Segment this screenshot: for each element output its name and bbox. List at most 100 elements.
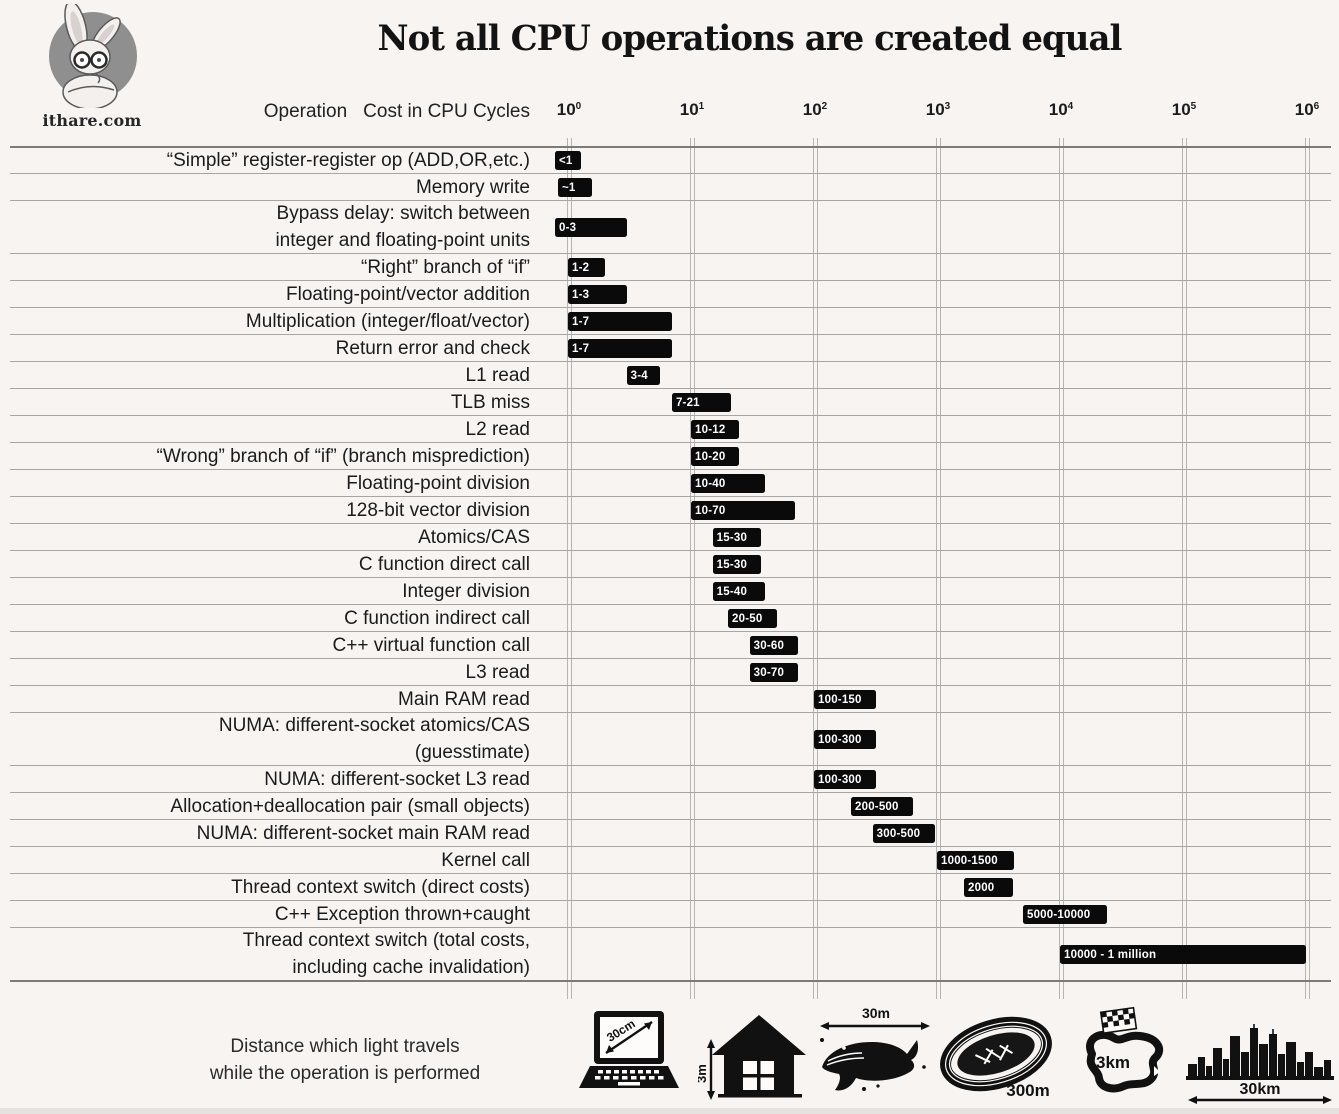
row-separator bbox=[10, 792, 1331, 793]
stadium-size-label: 300m bbox=[1006, 1081, 1049, 1100]
cost-bar: 100-300 bbox=[814, 770, 877, 789]
bottom-edge-strip bbox=[0, 1108, 1339, 1114]
cost-column-header: Cost in CPU Cycles bbox=[363, 101, 530, 122]
operation-label: “Right” branch of “if” bbox=[361, 254, 530, 281]
operation-label-line: Allocation+deallocation pair (small obje… bbox=[170, 796, 530, 817]
operation-label-line: 128-bit vector division bbox=[346, 500, 530, 521]
stadium-track-icon: 300m bbox=[936, 1016, 1064, 1100]
row-separator bbox=[10, 765, 1331, 766]
cost-bar: ~1 bbox=[558, 178, 593, 197]
operation-label-line: Return error and check bbox=[335, 338, 530, 359]
operation-label-line: Kernel call bbox=[441, 850, 530, 871]
cost-bar: 0-3 bbox=[555, 218, 627, 237]
axis-tick-exponent: 5 bbox=[1190, 101, 1197, 112]
operation-label: C++ virtual function call bbox=[333, 632, 531, 659]
operation-label: L2 read bbox=[466, 416, 530, 443]
cost-bar: 10-12 bbox=[691, 420, 739, 439]
axis-tick-exponent: 3 bbox=[944, 101, 951, 112]
axis-tick-exponent: 0 bbox=[575, 101, 582, 112]
laptop-icon: 30cm bbox=[576, 1008, 680, 1102]
cost-bar: 1-2 bbox=[568, 258, 606, 277]
operation-label: Allocation+deallocation pair (small obje… bbox=[170, 793, 530, 820]
cost-bar: 10-40 bbox=[691, 474, 766, 493]
operation-label: C++ Exception thrown+caught bbox=[275, 901, 530, 928]
city-skyline-icon: 30km bbox=[1186, 1024, 1334, 1104]
cost-bar: 10000 - 1 million bbox=[1060, 945, 1306, 964]
operation-label: Thread context switch (total costs, inclu… bbox=[243, 928, 530, 981]
axis-tick-label: 104 bbox=[1048, 100, 1074, 119]
row-separator bbox=[10, 846, 1331, 847]
operation-label-line: Multiplication (integer/float/vector) bbox=[245, 311, 530, 332]
row-separator bbox=[10, 200, 1331, 201]
cost-bar: 5000-10000 bbox=[1022, 905, 1107, 924]
operation-label-line: L1 read bbox=[465, 365, 530, 386]
cost-bar: 30-60 bbox=[749, 636, 798, 655]
cost-bar: 300-500 bbox=[872, 824, 936, 843]
row-separator bbox=[10, 388, 1331, 389]
operation-label: Memory write bbox=[416, 174, 530, 201]
decade-gridline bbox=[1304, 138, 1310, 999]
row-separator bbox=[10, 361, 1331, 362]
row-separator bbox=[10, 442, 1331, 443]
axis-tick-label: 102 bbox=[802, 100, 828, 119]
race-size-label: 3km bbox=[1096, 1053, 1130, 1072]
operation-label-line: NUMA: different-socket main RAM read bbox=[196, 823, 530, 844]
cost-bar: 1-7 bbox=[568, 312, 672, 331]
row-separator bbox=[10, 712, 1331, 713]
operation-label: TLB miss bbox=[451, 389, 530, 416]
row-separator bbox=[10, 927, 1331, 928]
operation-label: L3 read bbox=[466, 659, 530, 686]
rabbit-logo-icon bbox=[49, 0, 137, 110]
axis-tick-label: 100 bbox=[556, 100, 582, 119]
operation-label-line: Floating-point division bbox=[346, 473, 530, 494]
row-separator bbox=[10, 334, 1331, 335]
operation-label: Floating-point division bbox=[346, 470, 530, 497]
operation-label-line: Main RAM read bbox=[398, 689, 530, 710]
operation-label-line: Bypass delay: switch between bbox=[276, 203, 530, 224]
operation-column-header: Operation bbox=[263, 101, 348, 122]
row-separator bbox=[10, 658, 1331, 659]
operation-label-line: Atomics/CAS bbox=[418, 527, 530, 548]
row-separator bbox=[10, 577, 1331, 578]
cost-bar: 1-3 bbox=[568, 285, 627, 304]
whale-icon: 30m bbox=[814, 1007, 936, 1101]
whale-size-label: 30m bbox=[862, 1007, 890, 1021]
row-separator bbox=[10, 496, 1331, 497]
operation-label: “Simple” register-register op (ADD,OR,et… bbox=[167, 147, 530, 174]
house-icon: 3m bbox=[698, 1013, 812, 1101]
row-separator bbox=[10, 550, 1331, 551]
row-separator bbox=[10, 415, 1331, 416]
cost-bar: <1 bbox=[555, 151, 582, 170]
operation-label-line: Thread context switch (total costs, bbox=[242, 930, 530, 951]
footer-caption-line1: Distance which light travels bbox=[230, 1036, 460, 1057]
cost-bar: 2000 bbox=[964, 878, 1013, 897]
plot-bottom-border bbox=[10, 980, 1331, 982]
decade-gridline bbox=[1181, 138, 1187, 999]
operation-label: Main RAM read bbox=[398, 686, 530, 713]
operation-label: Multiplication (integer/float/vector) bbox=[246, 308, 530, 335]
operation-label: NUMA: different-socket main RAM read bbox=[197, 820, 530, 847]
operation-label: NUMA: different-socket L3 read bbox=[264, 766, 530, 793]
cost-bar: 3-4 bbox=[626, 366, 661, 385]
footer-caption: Distance which light travels while the o… bbox=[150, 1033, 540, 1087]
cost-bar: 10-70 bbox=[691, 501, 795, 520]
operation-label: Integer division bbox=[402, 578, 530, 605]
cost-bar: 100-300 bbox=[814, 730, 877, 749]
operation-label-line: C function direct call bbox=[358, 554, 530, 575]
cost-bar: 10-20 bbox=[691, 447, 739, 466]
operation-label-line: Floating-point/vector addition bbox=[286, 284, 530, 305]
operation-label-line: including cache invalidation) bbox=[292, 956, 530, 978]
race-circuit-icon: 3km bbox=[1062, 1006, 1182, 1104]
logo-text: ithare.com bbox=[42, 111, 142, 130]
cost-bar: 1-7 bbox=[568, 339, 672, 358]
operation-label-line: NUMA: different-socket atomics/CAS bbox=[218, 715, 530, 736]
axis-tick-label: 101 bbox=[679, 100, 705, 119]
cost-bar: 200-500 bbox=[851, 797, 914, 816]
operation-label-line: integer and floating-point units bbox=[275, 229, 530, 251]
operation-label-line: “Simple” register-register op (ADD,OR,et… bbox=[166, 150, 530, 171]
operation-label: Bypass delay: switch between integer and … bbox=[275, 201, 530, 254]
operation-label: 128-bit vector division bbox=[346, 497, 530, 524]
row-separator bbox=[10, 253, 1331, 254]
footer-caption-line2: while the operation is performed bbox=[209, 1063, 481, 1084]
column-headers: Operation Cost in CPU Cycles bbox=[264, 101, 530, 123]
